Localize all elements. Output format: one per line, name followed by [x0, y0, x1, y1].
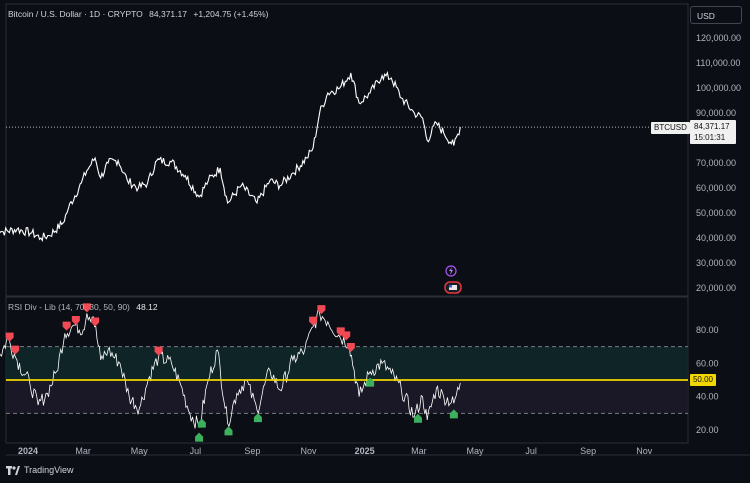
- rsi-tick-label: 60.00: [696, 358, 719, 368]
- time-tick-label: May: [466, 446, 484, 456]
- bullish-divergence-marker: [253, 413, 262, 423]
- bullish-divergence-marker: [449, 409, 458, 419]
- price-axis-label: 84,371.17 15:01:31: [690, 120, 736, 144]
- symbol-legend: Bitcoin / U.S. Dollar · 1D · CRYPTO 84,3…: [8, 9, 273, 19]
- time-tick-label: Sep: [580, 446, 596, 456]
- time-tick-label: 2024: [18, 446, 38, 456]
- bullish-divergence-marker: [195, 432, 204, 442]
- bearish-divergence-marker: [82, 303, 91, 313]
- ticker-label: BTCUSD: [651, 122, 690, 134]
- bullish-divergence-marker: [197, 418, 206, 428]
- rsi-value: 48.12: [136, 302, 158, 312]
- symbol-last: 84,371.17: [149, 9, 187, 19]
- price-tick-label: 120,000.00: [696, 33, 741, 43]
- rsi-tick-label: 20.00: [696, 425, 719, 435]
- btc-price-line: [0, 70, 461, 243]
- time-tick-label: Mar: [75, 446, 91, 456]
- time-tick-label: May: [131, 446, 149, 456]
- bearish-divergence-marker: [5, 332, 14, 342]
- bearish-divergence-marker: [71, 316, 80, 325]
- bearish-divergence-marker: [91, 317, 100, 327]
- symbol-name: Bitcoin / U.S. Dollar · 1D · CRYPTO: [8, 9, 143, 19]
- price-tick-label: 90,000.00: [696, 108, 736, 118]
- price-tick-label: 40,000.00: [696, 233, 736, 243]
- time-tick-label: Nov: [301, 446, 318, 456]
- price-tick-label: 20,000.00: [696, 283, 736, 293]
- rsi-tick-label: 80.00: [696, 325, 719, 335]
- bar-countdown: 15:01:31: [694, 133, 726, 142]
- bullish-divergence-marker: [224, 426, 233, 436]
- bearish-divergence-marker: [317, 305, 326, 315]
- currency-button[interactable]: USD: [690, 6, 742, 24]
- time-tick-label: Jul: [190, 446, 202, 456]
- lightning-bolt-icon: [449, 267, 453, 275]
- time-tick-label: Jul: [525, 446, 537, 456]
- bearish-divergence-marker: [346, 343, 355, 353]
- tradingview-brand[interactable]: TradingView: [6, 465, 74, 475]
- rsi-level-label: 50.00: [690, 374, 716, 386]
- price-tick-label: 30,000.00: [696, 258, 736, 268]
- price-tick-label: 50,000.00: [696, 208, 736, 218]
- lightning-event-icon[interactable]: [445, 265, 457, 277]
- bearish-divergence-marker: [342, 331, 351, 341]
- time-tick-label: Nov: [636, 446, 653, 456]
- rsi-name: RSI Div - Lib (14, 70, 30, 50, 90): [8, 302, 130, 312]
- bullish-divergence-marker: [413, 413, 422, 423]
- bearish-divergence-marker: [309, 316, 318, 326]
- rsi-upper-band: [6, 346, 688, 380]
- symbol-change: +1,204.75 (+1.45%): [193, 9, 269, 19]
- tradingview-logo-icon: [6, 465, 20, 475]
- bearish-divergence-marker: [62, 321, 71, 331]
- bullish-divergence-marker: [366, 377, 375, 387]
- rsi-tick-label: 40.00: [696, 392, 719, 402]
- price-tick-label: 70,000.00: [696, 158, 736, 168]
- rsi-line: [0, 308, 461, 429]
- price-tick-label: 110,000.00: [696, 58, 740, 68]
- rsi-legend: RSI Div - Lib (14, 70, 30, 50, 90) 48.12: [8, 302, 158, 312]
- price-tick-label: 60,000.00: [696, 183, 736, 193]
- bearish-divergence-marker: [11, 345, 20, 355]
- price-tick-label: 100,000.00: [696, 83, 741, 93]
- rsi-lower-band: [6, 380, 688, 414]
- tradingview-brand-label: TradingView: [24, 465, 74, 475]
- bearish-divergence-marker: [154, 346, 163, 356]
- us-flag-icon: [449, 285, 457, 290]
- time-tick-label: Sep: [244, 446, 260, 456]
- price-value: 84,371.17: [694, 122, 730, 131]
- time-tick-label: 2025: [355, 446, 375, 456]
- price-pane-frame: [5, 3, 689, 297]
- time-tick-label: Mar: [411, 446, 427, 456]
- us-flag-canton: [449, 285, 452, 288]
